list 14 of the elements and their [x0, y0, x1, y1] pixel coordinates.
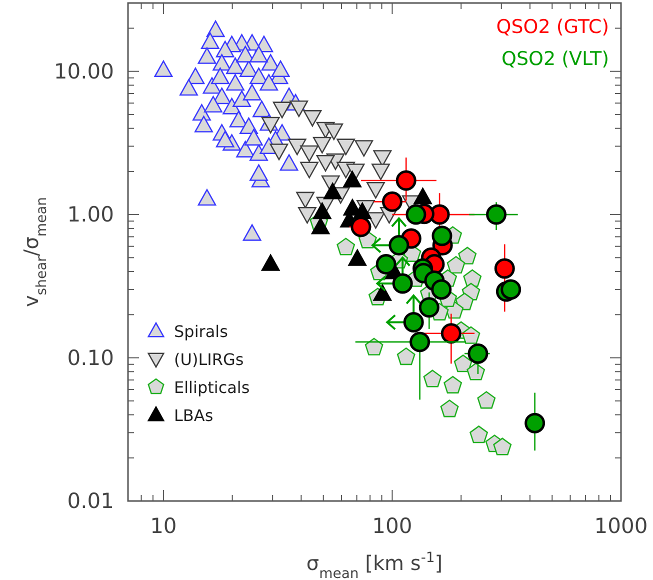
x-tick-label: 10	[150, 514, 177, 538]
legend-label: LBAs	[174, 406, 214, 425]
y-tick-label: 0.10	[67, 346, 114, 370]
x-axis-title: σ$_{mean}$ [km s$^{-1}$]	[306, 550, 443, 580]
x-tick-label: 1000	[594, 514, 648, 538]
legend-label: (U)LIRGs	[174, 350, 244, 369]
text: QSO2 (GTC)	[496, 16, 609, 38]
x-tick-label: 100	[372, 514, 412, 538]
y-tick-label: 1.00	[67, 202, 114, 227]
y-tick-label: 10.00	[54, 59, 114, 84]
legend-label: Spirals	[174, 322, 228, 341]
y-tick-label: 0.01	[67, 489, 114, 513]
legend-label: Ellipticals	[174, 378, 250, 397]
text: QSO2 (VLT)	[502, 48, 609, 70]
